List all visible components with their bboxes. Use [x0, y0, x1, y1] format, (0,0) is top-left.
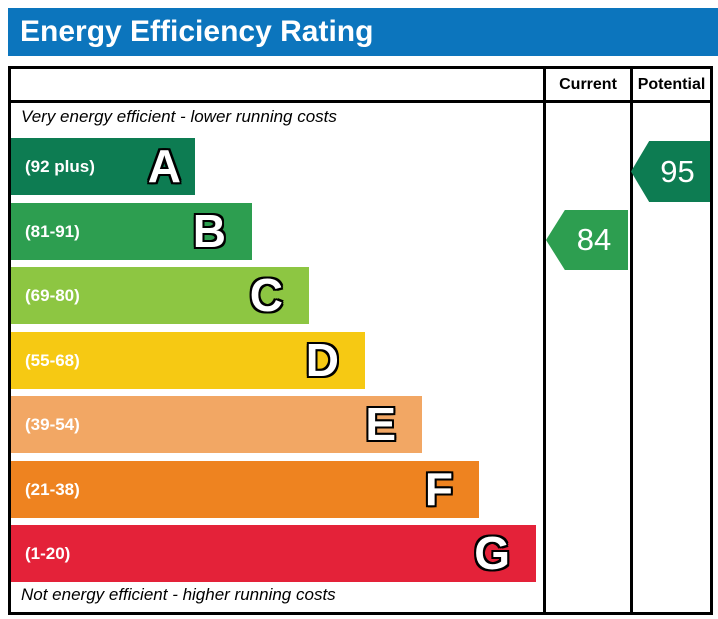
- top-note: Very energy efficient - lower running co…: [21, 107, 337, 126]
- band-letter: E: [365, 398, 396, 450]
- band-range-label: (69-80): [25, 285, 80, 305]
- band-range-label: (21-38): [25, 479, 80, 499]
- band-letter: C: [249, 269, 283, 321]
- current-rating-value: 84: [576, 222, 612, 257]
- band-range-label: (92 plus): [25, 156, 95, 176]
- current-rating-arrow: 84: [546, 210, 628, 270]
- bottom-note: Not energy efficient - higher running co…: [21, 585, 336, 604]
- band-letter: D: [305, 334, 339, 386]
- column-header-current: Current: [559, 75, 617, 93]
- band-range-label: (1-20): [25, 543, 71, 563]
- rating-table: Current Potential Very energy efficient …: [8, 66, 713, 615]
- potential-column-divider: [630, 69, 633, 612]
- potential-rating-value: 95: [660, 153, 695, 189]
- band-letter: A: [147, 140, 181, 192]
- current-column-divider: [543, 69, 546, 612]
- band-range-label: (55-68): [25, 350, 80, 370]
- band-D: (55-68) D: [11, 332, 365, 389]
- band-F: (21-38) F: [11, 461, 479, 518]
- band-A: (92 plus) A: [11, 138, 195, 195]
- title-bar: Energy Efficiency Rating: [8, 8, 718, 56]
- potential-rating-arrow: 95: [631, 141, 710, 202]
- band-range-label: (81-91): [25, 221, 80, 241]
- band-letter: B: [192, 205, 226, 257]
- band-E: (39-54) E: [11, 396, 422, 453]
- band-letter: G: [474, 527, 510, 579]
- band-G: (1-20) G: [11, 525, 536, 582]
- band-range-label: (39-54): [25, 414, 80, 434]
- header-row-divider: [11, 100, 710, 103]
- page-title: Energy Efficiency Rating: [20, 15, 374, 48]
- band-C: (69-80) C: [11, 267, 309, 324]
- column-header-potential: Potential: [637, 75, 706, 93]
- band-B: (81-91) B: [11, 203, 252, 260]
- band-letter: F: [424, 463, 453, 515]
